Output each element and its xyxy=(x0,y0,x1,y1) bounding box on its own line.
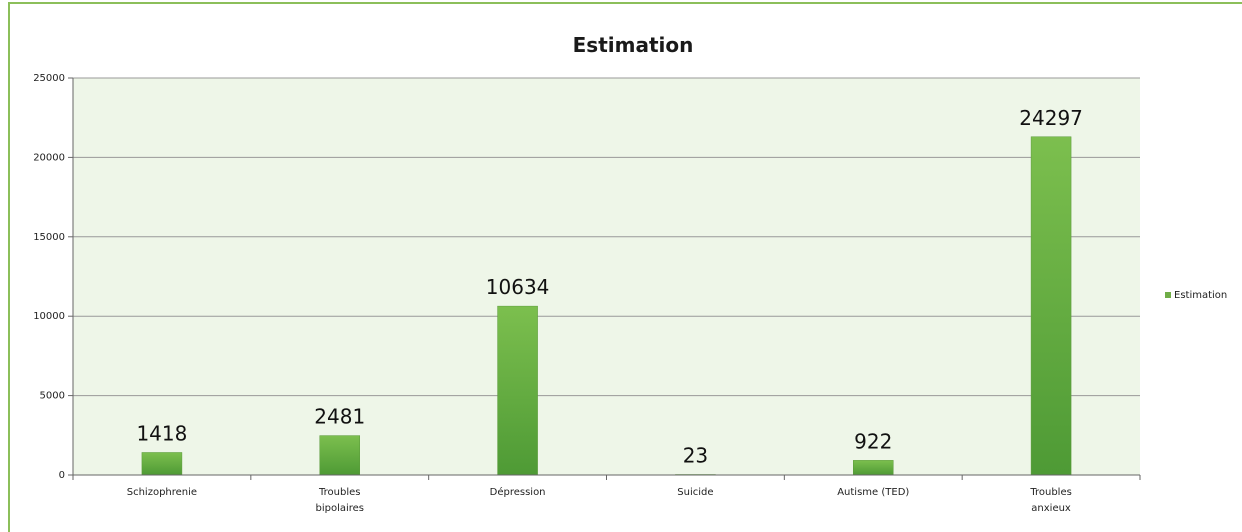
x-tick-label: Suicide xyxy=(677,487,713,498)
bar xyxy=(497,305,538,476)
y-tick-label: 15000 xyxy=(33,232,65,243)
data-label: 24297 xyxy=(1019,106,1083,130)
data-label: 23 xyxy=(683,444,708,468)
y-tick-label: 5000 xyxy=(40,391,65,402)
y-tick-label: 10000 xyxy=(33,311,65,322)
bar xyxy=(853,460,894,476)
data-labels: 1418 2481 10634 23 922 24297 xyxy=(136,106,1082,468)
x-tick-label: Troubles bipolaires xyxy=(315,487,364,514)
plot-area xyxy=(73,78,1140,475)
x-tick-label: Troubles anxieux xyxy=(1029,487,1071,514)
bar xyxy=(1030,136,1072,476)
data-label: 2481 xyxy=(314,405,365,429)
y-tick-label: 0 xyxy=(59,470,65,481)
x-axis: Schizophrenie Troubles bipolaires Dépressio… xyxy=(72,474,1141,514)
legend-label: Estimation xyxy=(1174,290,1227,301)
y-tick-label: 25000 xyxy=(33,73,65,84)
legend: Estimation xyxy=(1165,290,1227,301)
y-axis: 0 5000 10000 15000 20000 25000 xyxy=(33,73,74,481)
data-label: 1418 xyxy=(136,421,187,445)
y-tick-label: 20000 xyxy=(33,152,65,163)
bar xyxy=(141,452,183,476)
legend-swatch xyxy=(1165,292,1171,298)
data-label: 10634 xyxy=(486,275,550,299)
bars xyxy=(141,136,1072,476)
x-tick-label: Autisme (TED) xyxy=(837,487,909,498)
x-tick-label: Schizophrenie xyxy=(127,487,197,498)
chart-title: Estimation xyxy=(573,33,694,57)
gridlines xyxy=(73,77,1140,397)
x-tick-label: Dépression xyxy=(490,486,546,498)
data-label: 922 xyxy=(854,429,892,453)
bar xyxy=(319,435,360,476)
chart-frame xyxy=(8,2,1242,532)
